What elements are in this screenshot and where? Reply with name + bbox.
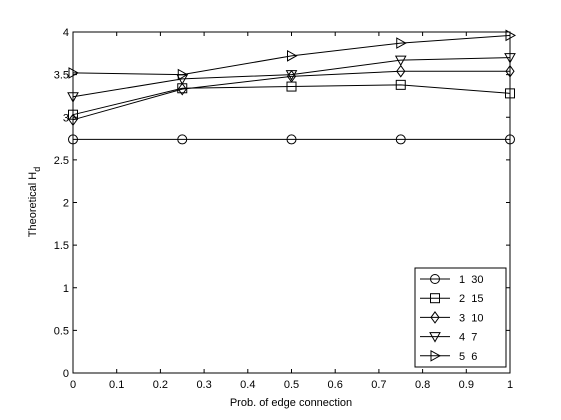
data-point-triangle-down [504, 53, 516, 64]
legend-marker-diamond [430, 311, 440, 324]
data-point-square [395, 79, 406, 90]
data-point-triangle-right [287, 50, 298, 62]
x-tick-label: 0.4 [240, 379, 255, 391]
y-tick-label: 3 [63, 112, 69, 124]
y-tick-label: 3.5 [54, 70, 69, 82]
data-point-triangle-right [177, 68, 189, 81]
x-tick-label: 0.1 [109, 379, 124, 391]
series-line [72, 70, 510, 121]
y-tick-label: 2 [63, 198, 69, 210]
y-tick-label: 0.5 [54, 325, 69, 337]
legend-label: 3 10 [459, 312, 483, 324]
x-tick-label: 0.3 [196, 379, 211, 391]
data-point-circle [177, 134, 188, 145]
x-tick-label: 1 [507, 379, 513, 391]
data-point-circle [505, 134, 515, 145]
data-point-diamond [505, 64, 515, 78]
data-point-triangle-down [285, 70, 298, 81]
series-5 [68, 29, 517, 81]
legend-marker-triangle-right [430, 349, 442, 362]
x-tick-label: 0.7 [371, 379, 386, 391]
legend-label: 2 15 [459, 293, 483, 305]
y-tick-label: 2.5 [54, 155, 69, 167]
x-axis-label: Prob. of edge connection [230, 397, 352, 409]
data-point-triangle-right [396, 37, 407, 49]
y-axis-label-sub: d [32, 167, 42, 172]
legend-marker-square [430, 293, 440, 304]
series-line [72, 57, 511, 98]
y-tick-label: 1 [63, 283, 69, 295]
x-tick-label: 0.2 [153, 379, 168, 391]
legend-label: 5 6 [459, 351, 477, 363]
data-point-triangle-right [505, 29, 517, 42]
data-point-diamond [68, 113, 78, 127]
legend-label: 4 7 [459, 332, 477, 344]
data-point-circle [68, 134, 78, 145]
y-axis-label: Theoretical Hd [27, 167, 42, 237]
x-tick-label: 0 [70, 379, 76, 391]
axis-ticks: 0 0.1 0.2 0.3 0.4 0.5 0.6 0.7 0.8 0.9 1 0 0.5 1 1.5 2 2.… [54, 27, 513, 391]
y-tick-label: 1.5 [54, 240, 69, 252]
legend-entry: 2 15 [420, 293, 483, 305]
x-tick-label: 0.5 [284, 379, 299, 391]
legend-entry: 1 30 [420, 274, 483, 286]
y-tick-label: 4 [63, 27, 69, 39]
x-tick-label: 0.9 [459, 379, 474, 391]
x-tick-label: 0.8 [415, 379, 430, 391]
legend: 1 30 2 15 3 10 4 7 5 6 [414, 267, 507, 368]
data-point-square [505, 88, 515, 99]
data-point-diamond [396, 64, 406, 78]
series-line [72, 84, 511, 116]
data-point-triangle-down [394, 55, 407, 67]
series-1 [68, 134, 515, 145]
legend-entry: 5 6 [420, 349, 477, 363]
legend-marker-triangle-down [429, 332, 441, 343]
x-tick-label: 0.6 [328, 379, 343, 391]
data-point-triangle-right [68, 67, 80, 79]
legend-entry: 4 7 [420, 332, 477, 344]
data-point-triangle-down [67, 92, 79, 103]
y-tick-label: 0 [63, 368, 69, 380]
data-point-circle [395, 134, 406, 145]
data-point-diamond [177, 82, 187, 96]
legend-entry: 3 10 [420, 311, 483, 324]
series-line [72, 34, 511, 76]
y-axis-label-main: Theoretical H [27, 172, 39, 237]
data-point-square [68, 109, 78, 120]
series-layer [67, 29, 517, 145]
legend-label: 1 30 [459, 274, 483, 286]
legend-marker-circle [430, 274, 440, 284]
data-point-circle [286, 134, 297, 145]
